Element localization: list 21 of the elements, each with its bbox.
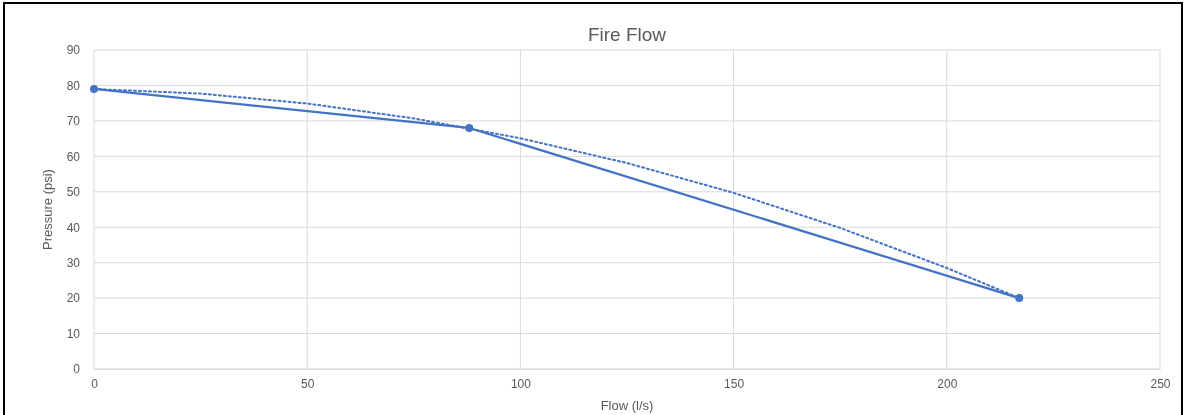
chart-title: Fire Flow (587, 24, 667, 45)
x-tick-label: 100 (510, 376, 532, 391)
x-tick-label: 0 (91, 376, 99, 391)
x-axis-title: Flow (l/s) (600, 398, 654, 413)
y-tick-label: 30 (66, 256, 81, 271)
y-tick-label: 90 (66, 43, 81, 58)
y-tick-label: 10 (66, 326, 81, 341)
y-tick-label: 70 (66, 114, 81, 129)
y-tick-label: 50 (66, 185, 81, 200)
point (1015, 294, 1024, 303)
x-tick-label: 200 (937, 376, 958, 391)
x-tick-label: 150 (724, 376, 745, 391)
y-tick-label: 20 (66, 291, 81, 306)
y-tick-label: 40 (66, 220, 81, 235)
y-tick-label: 80 (66, 78, 81, 93)
y-tick-label: 0 (73, 362, 81, 377)
y-axis-title: Pressure (psi) (40, 169, 55, 250)
y-tick-label: 60 (66, 149, 81, 164)
x-tick-label: 50 (301, 376, 315, 391)
point (90, 85, 98, 93)
x-tick-label: 250 (1150, 376, 1171, 391)
